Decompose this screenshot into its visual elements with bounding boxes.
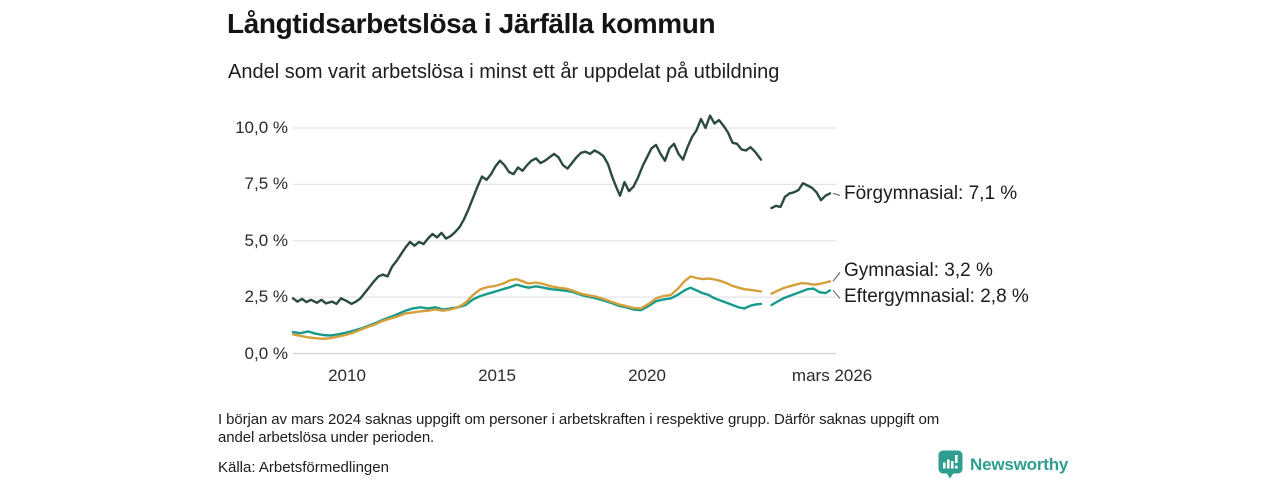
footnote-line-1: I början av mars 2024 saknas uppgift om … <box>218 411 940 428</box>
x-tick-label: 2010 <box>328 366 366 385</box>
series-annotation-gymnasial: Gymnasial: 3,2 % <box>844 260 993 282</box>
x-tick-label: mars 2026 <box>791 366 873 385</box>
series-line-eftergymnasial <box>770 287 832 307</box>
series-annotation-förgymnasial: Förgymnasial: 7,1 % <box>844 183 1018 205</box>
source-label: Källa: Arbetsförmedlingen <box>218 459 389 476</box>
y-tick-label: 5,0 % <box>244 230 288 250</box>
page-title: Långtidsarbetslösa i Järfälla kommun <box>227 8 716 39</box>
chart-footnote: I början av mars 2024 saknas uppgift om … <box>218 411 939 447</box>
y-tick-label: 10,0 % <box>235 118 288 137</box>
chart-subtitle: Andel som varit arbetslösa i minst ett å… <box>228 61 780 83</box>
y-tick-label: 0,0 % <box>244 343 288 363</box>
series-line-gymnasial <box>770 280 832 295</box>
newsworthy-wordmark: Newsworthy <box>970 454 1069 474</box>
x-tick-label: 2020 <box>628 366 666 385</box>
footnote-line-2: andel arbetslösa under perioden. <box>218 429 435 446</box>
series-annotation-eftergymnasial: Eftergymnasial: 2,8 % <box>844 286 1029 308</box>
annotation-connector <box>832 289 841 299</box>
y-tick-label: 7,5 % <box>244 174 288 194</box>
series-line-förgymnasial <box>770 181 832 210</box>
series-line-gymnasial <box>291 275 763 340</box>
newsworthy-logo[interactable]: Newsworthy <box>938 450 1068 479</box>
series-line-förgymnasial <box>291 114 763 306</box>
annotation-connector <box>832 192 841 196</box>
newsworthy-bars-icon <box>938 450 963 479</box>
y-tick-label: 2,5 % <box>244 287 288 307</box>
annotation-connector <box>832 271 841 282</box>
x-tick-label: 2015 <box>478 366 516 385</box>
